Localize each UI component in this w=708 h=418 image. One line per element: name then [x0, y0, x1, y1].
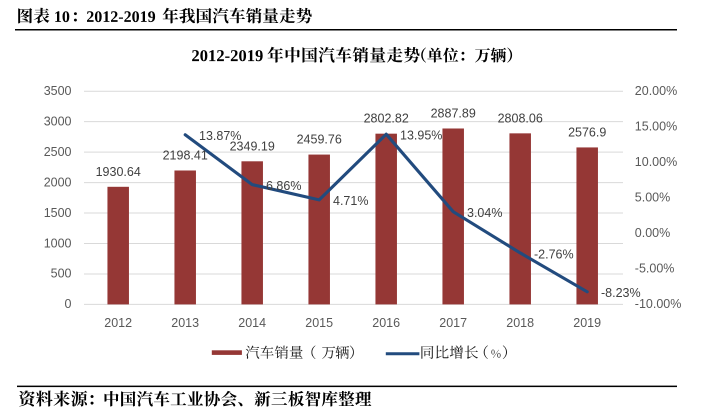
svg-text:2198.41: 2198.41: [163, 148, 208, 162]
svg-text:-2.76%: -2.76%: [534, 247, 574, 261]
svg-text:2349.19: 2349.19: [230, 139, 275, 153]
svg-text:2018: 2018: [506, 316, 534, 330]
svg-text:3.04%: 3.04%: [467, 206, 502, 220]
svg-text:5.00%: 5.00%: [635, 190, 670, 204]
svg-text:20.00%: 20.00%: [635, 84, 677, 98]
svg-text:500: 500: [51, 267, 72, 281]
svg-text:-5.00%: -5.00%: [635, 261, 675, 275]
svg-text:2000: 2000: [44, 175, 72, 189]
svg-text:0.00%: 0.00%: [635, 226, 670, 240]
svg-text:4.71%: 4.71%: [333, 194, 368, 208]
svg-text:15.00%: 15.00%: [635, 119, 677, 133]
svg-text:0: 0: [65, 297, 72, 311]
svg-text:2016: 2016: [372, 316, 400, 330]
svg-text:2887.89: 2887.89: [431, 106, 476, 120]
svg-text:2500: 2500: [44, 145, 72, 159]
svg-text:1000: 1000: [44, 236, 72, 250]
svg-text:13.95%: 13.95%: [400, 129, 442, 143]
svg-text:2576.9: 2576.9: [568, 125, 606, 139]
svg-text:1500: 1500: [44, 206, 72, 220]
svg-text:10.00%: 10.00%: [635, 155, 677, 169]
svg-text:2802.82: 2802.82: [364, 112, 409, 126]
svg-text:2017: 2017: [439, 316, 467, 330]
svg-text:2019: 2019: [573, 316, 601, 330]
svg-text:2459.76: 2459.76: [297, 133, 342, 147]
svg-text:-8.23%: -8.23%: [601, 286, 641, 300]
svg-text:13.87%: 13.87%: [199, 129, 241, 143]
svg-text:-10.00%: -10.00%: [635, 297, 682, 311]
svg-text:1930.64: 1930.64: [96, 165, 141, 179]
svg-text:2808.06: 2808.06: [498, 111, 543, 125]
svg-text:2014: 2014: [238, 316, 266, 330]
svg-text:3000: 3000: [44, 114, 72, 128]
svg-text:3500: 3500: [44, 84, 72, 98]
svg-text:6.86%: 6.86%: [266, 179, 301, 193]
svg-text:2015: 2015: [305, 316, 333, 330]
svg-text:2013: 2013: [171, 316, 199, 330]
svg-text:2012: 2012: [104, 316, 132, 330]
